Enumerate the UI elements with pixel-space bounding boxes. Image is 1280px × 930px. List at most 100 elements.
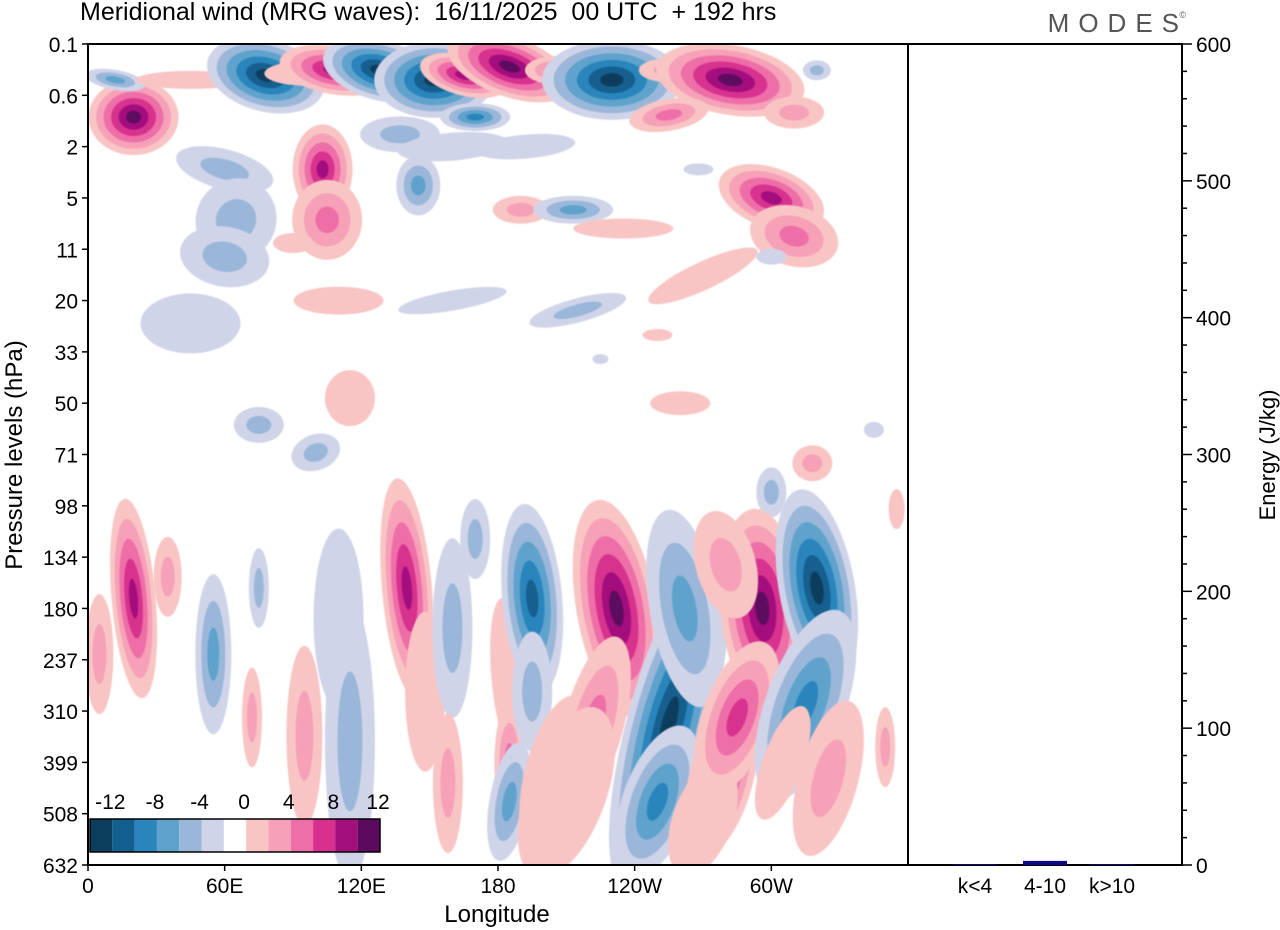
contour-cell: [501, 503, 564, 694]
colorbar-label: -8: [146, 791, 165, 814]
energy-tick-label: 500: [1196, 171, 1231, 194]
contour-band: [202, 241, 247, 272]
contour-band: [126, 110, 142, 124]
contour-band: [303, 442, 328, 462]
contour-band: [92, 624, 107, 685]
contour-band: [709, 537, 742, 592]
contour-band: [522, 661, 543, 722]
contour-cell: [398, 286, 507, 315]
contour-band: [315, 206, 339, 234]
contour-cell: [512, 631, 553, 752]
contour-cell: [863, 421, 884, 438]
contour-cell: [592, 354, 609, 365]
contour-band: [200, 157, 249, 181]
contour-band: [506, 202, 535, 217]
colorbar-label: 4: [283, 791, 295, 814]
contour-band: [253, 567, 264, 608]
x-axis-label: Longitude: [444, 901, 549, 928]
contour-cell: [153, 536, 182, 617]
contour-band: [499, 60, 520, 73]
brand-copyright-mark: ©: [1179, 10, 1186, 20]
contour-band: [467, 519, 483, 560]
contour-band: [779, 104, 810, 121]
energy-axis: 0 100 200 300 400 500 600: [1182, 34, 1231, 878]
colorbar-swatch: [179, 819, 202, 852]
contour-band: [880, 727, 891, 768]
contour-band: [755, 591, 770, 626]
pressure-tick-label: 0.6: [49, 85, 78, 108]
contour-cell: [286, 645, 323, 826]
colorbar-label: 8: [328, 791, 340, 814]
contour-cell: [475, 133, 576, 160]
energy-tick-label: 200: [1196, 581, 1231, 604]
contour-band: [398, 286, 507, 315]
contour-cell: [754, 706, 811, 820]
pressure-tick-label: 33: [55, 342, 78, 365]
colorbar-swatch: [313, 819, 336, 852]
pressure-tick-label: 71: [55, 445, 78, 468]
contour-cell: [248, 547, 269, 628]
contour-cell: [693, 511, 759, 619]
contour-band: [648, 247, 758, 305]
contour-band: [650, 391, 711, 416]
colorbar-swatch: [134, 819, 157, 852]
contour-cell: [324, 601, 375, 865]
longitude-tick-label: 120W: [607, 875, 662, 898]
brand-logo: MODES: [1047, 8, 1188, 38]
pressure-tick-label: 508: [43, 804, 78, 827]
energy-tick-label: 300: [1196, 445, 1231, 468]
colorbar-swatch: [90, 819, 113, 852]
contour-cell: [380, 478, 434, 698]
contour-band: [760, 191, 782, 205]
colorbar-swatch: [156, 819, 180, 852]
energy-tick-label: 0: [1196, 855, 1208, 878]
contour-band: [863, 421, 884, 438]
contour-cell: [888, 489, 905, 530]
contour-band: [273, 233, 313, 254]
energy-bar: [953, 864, 997, 865]
contour-cell: [492, 195, 549, 224]
contour-cell: [291, 433, 341, 472]
contour-cell: [792, 700, 864, 856]
y-axis-label: Pressure levels (hPa): [1, 340, 28, 569]
contour-band: [754, 706, 811, 820]
contour-cell: [273, 233, 313, 254]
contour-cell: [656, 44, 805, 117]
colorbar-frame: [89, 818, 381, 853]
contour-cell: [180, 226, 270, 288]
contour-band: [410, 175, 426, 196]
pressure-tick-label: 5: [66, 188, 78, 211]
contour-band: [717, 73, 743, 87]
contour-band: [763, 479, 779, 505]
contour-band: [592, 354, 609, 365]
contour-cell: [109, 498, 158, 699]
pressure-tick-label: 310: [43, 701, 78, 724]
contour-cell: [88, 79, 179, 156]
contour-cell: [683, 163, 714, 176]
contour-cell: [764, 96, 825, 129]
contour-cell: [396, 155, 441, 216]
contour-cell: [432, 538, 473, 719]
contour-band: [888, 489, 905, 530]
contour-band: [295, 690, 314, 781]
pressure-tick-label: 11: [56, 239, 78, 262]
contour-cell: [447, 44, 572, 103]
contour-band: [337, 671, 363, 812]
contour-band: [207, 627, 220, 681]
contour-cell: [648, 247, 758, 305]
contour-band: [802, 454, 823, 473]
pressure-axis: 0.1 0.6 2 5 11 20 33 50 71 98 134 180 237 310 399 508 63…: [43, 34, 88, 878]
contour-cell: [529, 292, 627, 328]
contour-cell: [792, 445, 833, 482]
colorbar-label: -12: [95, 791, 125, 814]
pressure-tick-label: 50: [55, 393, 78, 416]
contour-band: [573, 218, 674, 239]
pressure-tick-label: 237: [43, 650, 78, 673]
contour-band: [501, 781, 517, 822]
energy-tick-label: 400: [1196, 308, 1231, 331]
contour-cell: [242, 667, 262, 768]
pressure-tick-label: 180: [43, 598, 78, 621]
contour-cell: [642, 329, 673, 342]
chart-title: Meridional wind (MRG waves): 16/11/2025 …: [80, 0, 777, 26]
